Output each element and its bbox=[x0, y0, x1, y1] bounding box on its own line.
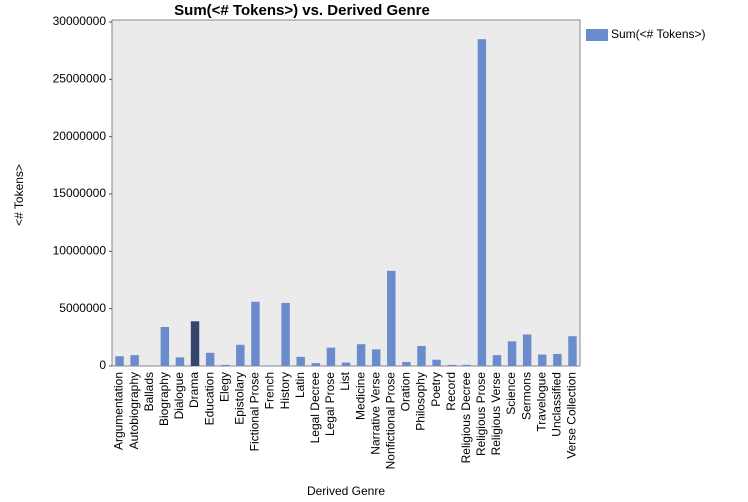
bar bbox=[447, 364, 456, 366]
y-tick-label: 5000000 bbox=[59, 301, 106, 315]
x-tick-label: Travelogue bbox=[534, 372, 548, 432]
x-tick-label: History bbox=[278, 372, 292, 409]
bar bbox=[145, 365, 154, 366]
bar bbox=[402, 361, 411, 366]
bar bbox=[356, 344, 366, 366]
y-tick-label: 0 bbox=[99, 358, 106, 372]
bar bbox=[507, 341, 517, 366]
x-tick-label: Legal Prose bbox=[323, 372, 337, 436]
x-tick-label: Dialogue bbox=[172, 372, 186, 420]
x-tick-label: Oration bbox=[399, 372, 413, 411]
bar bbox=[417, 345, 426, 366]
x-tick-label: Education bbox=[202, 372, 216, 425]
x-tick-label: Fictional Prose bbox=[248, 372, 262, 452]
bar bbox=[568, 336, 577, 366]
x-tick-label: Poetry bbox=[429, 372, 443, 407]
x-tick-label: French bbox=[263, 372, 277, 409]
bar bbox=[115, 356, 124, 366]
x-tick-label: Sermons bbox=[519, 372, 533, 420]
y-tick-label: 25000000 bbox=[53, 72, 107, 86]
bar bbox=[492, 355, 502, 366]
bar bbox=[296, 356, 305, 366]
y-tick-label: 20000000 bbox=[53, 129, 107, 143]
bar bbox=[130, 355, 139, 366]
x-tick-label: Religious Verse bbox=[489, 372, 503, 456]
x-tick-label: Narrative Verse bbox=[368, 372, 382, 455]
x-tick-label: Medicine bbox=[353, 372, 367, 420]
bar bbox=[462, 364, 472, 366]
x-tick-label: Unclassified bbox=[550, 372, 564, 437]
bar bbox=[477, 39, 487, 366]
x-tick-label: Verse Collection bbox=[565, 372, 579, 459]
bar bbox=[387, 270, 396, 366]
x-tick-label: Philosophy bbox=[414, 372, 428, 431]
bar bbox=[236, 344, 245, 366]
x-tick-label: Epistolary bbox=[232, 372, 246, 425]
bar bbox=[522, 334, 532, 366]
x-tick-label: Record bbox=[444, 372, 458, 411]
y-tick-label: 30000000 bbox=[53, 14, 107, 28]
x-tick-label: Elegy bbox=[217, 372, 231, 402]
bar bbox=[553, 353, 562, 366]
bar bbox=[538, 354, 547, 366]
bar bbox=[175, 357, 185, 366]
bar bbox=[160, 327, 170, 366]
bar bbox=[311, 363, 321, 366]
bar bbox=[205, 352, 215, 366]
plot-area bbox=[111, 19, 581, 367]
x-tick-label: Latin bbox=[293, 372, 307, 398]
x-tick-label: Religious Decree bbox=[459, 372, 473, 464]
legend-swatch bbox=[586, 29, 608, 41]
bar bbox=[326, 347, 336, 366]
legend-label: Sum(<# Tokens>) bbox=[611, 27, 706, 41]
x-axis-title: Derived Genre bbox=[307, 484, 385, 498]
bar bbox=[251, 301, 260, 366]
bar bbox=[281, 302, 290, 366]
bar bbox=[341, 362, 351, 366]
chart-title: Sum(<# Tokens>) vs. Derived Genre bbox=[174, 2, 430, 19]
x-tick-label: Legal Decree bbox=[308, 372, 322, 444]
bar bbox=[220, 364, 230, 366]
x-tick-label: Argumentation bbox=[112, 372, 126, 450]
bar bbox=[190, 321, 200, 366]
x-tick-label: Ballads bbox=[142, 372, 156, 411]
x-tick-label: Science bbox=[504, 372, 518, 415]
bar bbox=[266, 365, 275, 366]
x-tick-label: List bbox=[338, 371, 352, 390]
y-tick-label: 10000000 bbox=[53, 244, 107, 258]
x-tick-label: Autobiography bbox=[127, 372, 141, 449]
x-tick-label: Biography bbox=[157, 372, 171, 426]
y-axis-title: <# Tokens> bbox=[12, 164, 26, 226]
bar bbox=[371, 349, 381, 366]
x-tick-label: Religious Prose bbox=[474, 372, 488, 456]
bar bbox=[432, 359, 441, 366]
x-tick-label: Nonfictional Prose bbox=[383, 372, 397, 470]
x-tick-label: Drama bbox=[187, 372, 201, 408]
y-tick-label: 15000000 bbox=[53, 186, 107, 200]
